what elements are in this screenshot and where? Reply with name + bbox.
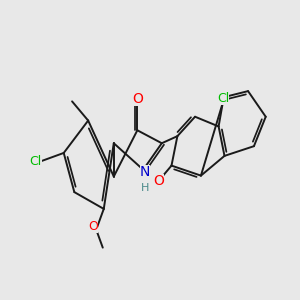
Text: O: O (132, 92, 143, 106)
Text: Cl: Cl (30, 155, 42, 168)
Text: N: N (140, 165, 150, 179)
Text: Cl: Cl (217, 92, 229, 105)
Text: H: H (141, 183, 149, 193)
Text: O: O (88, 220, 98, 233)
Text: O: O (153, 174, 164, 188)
